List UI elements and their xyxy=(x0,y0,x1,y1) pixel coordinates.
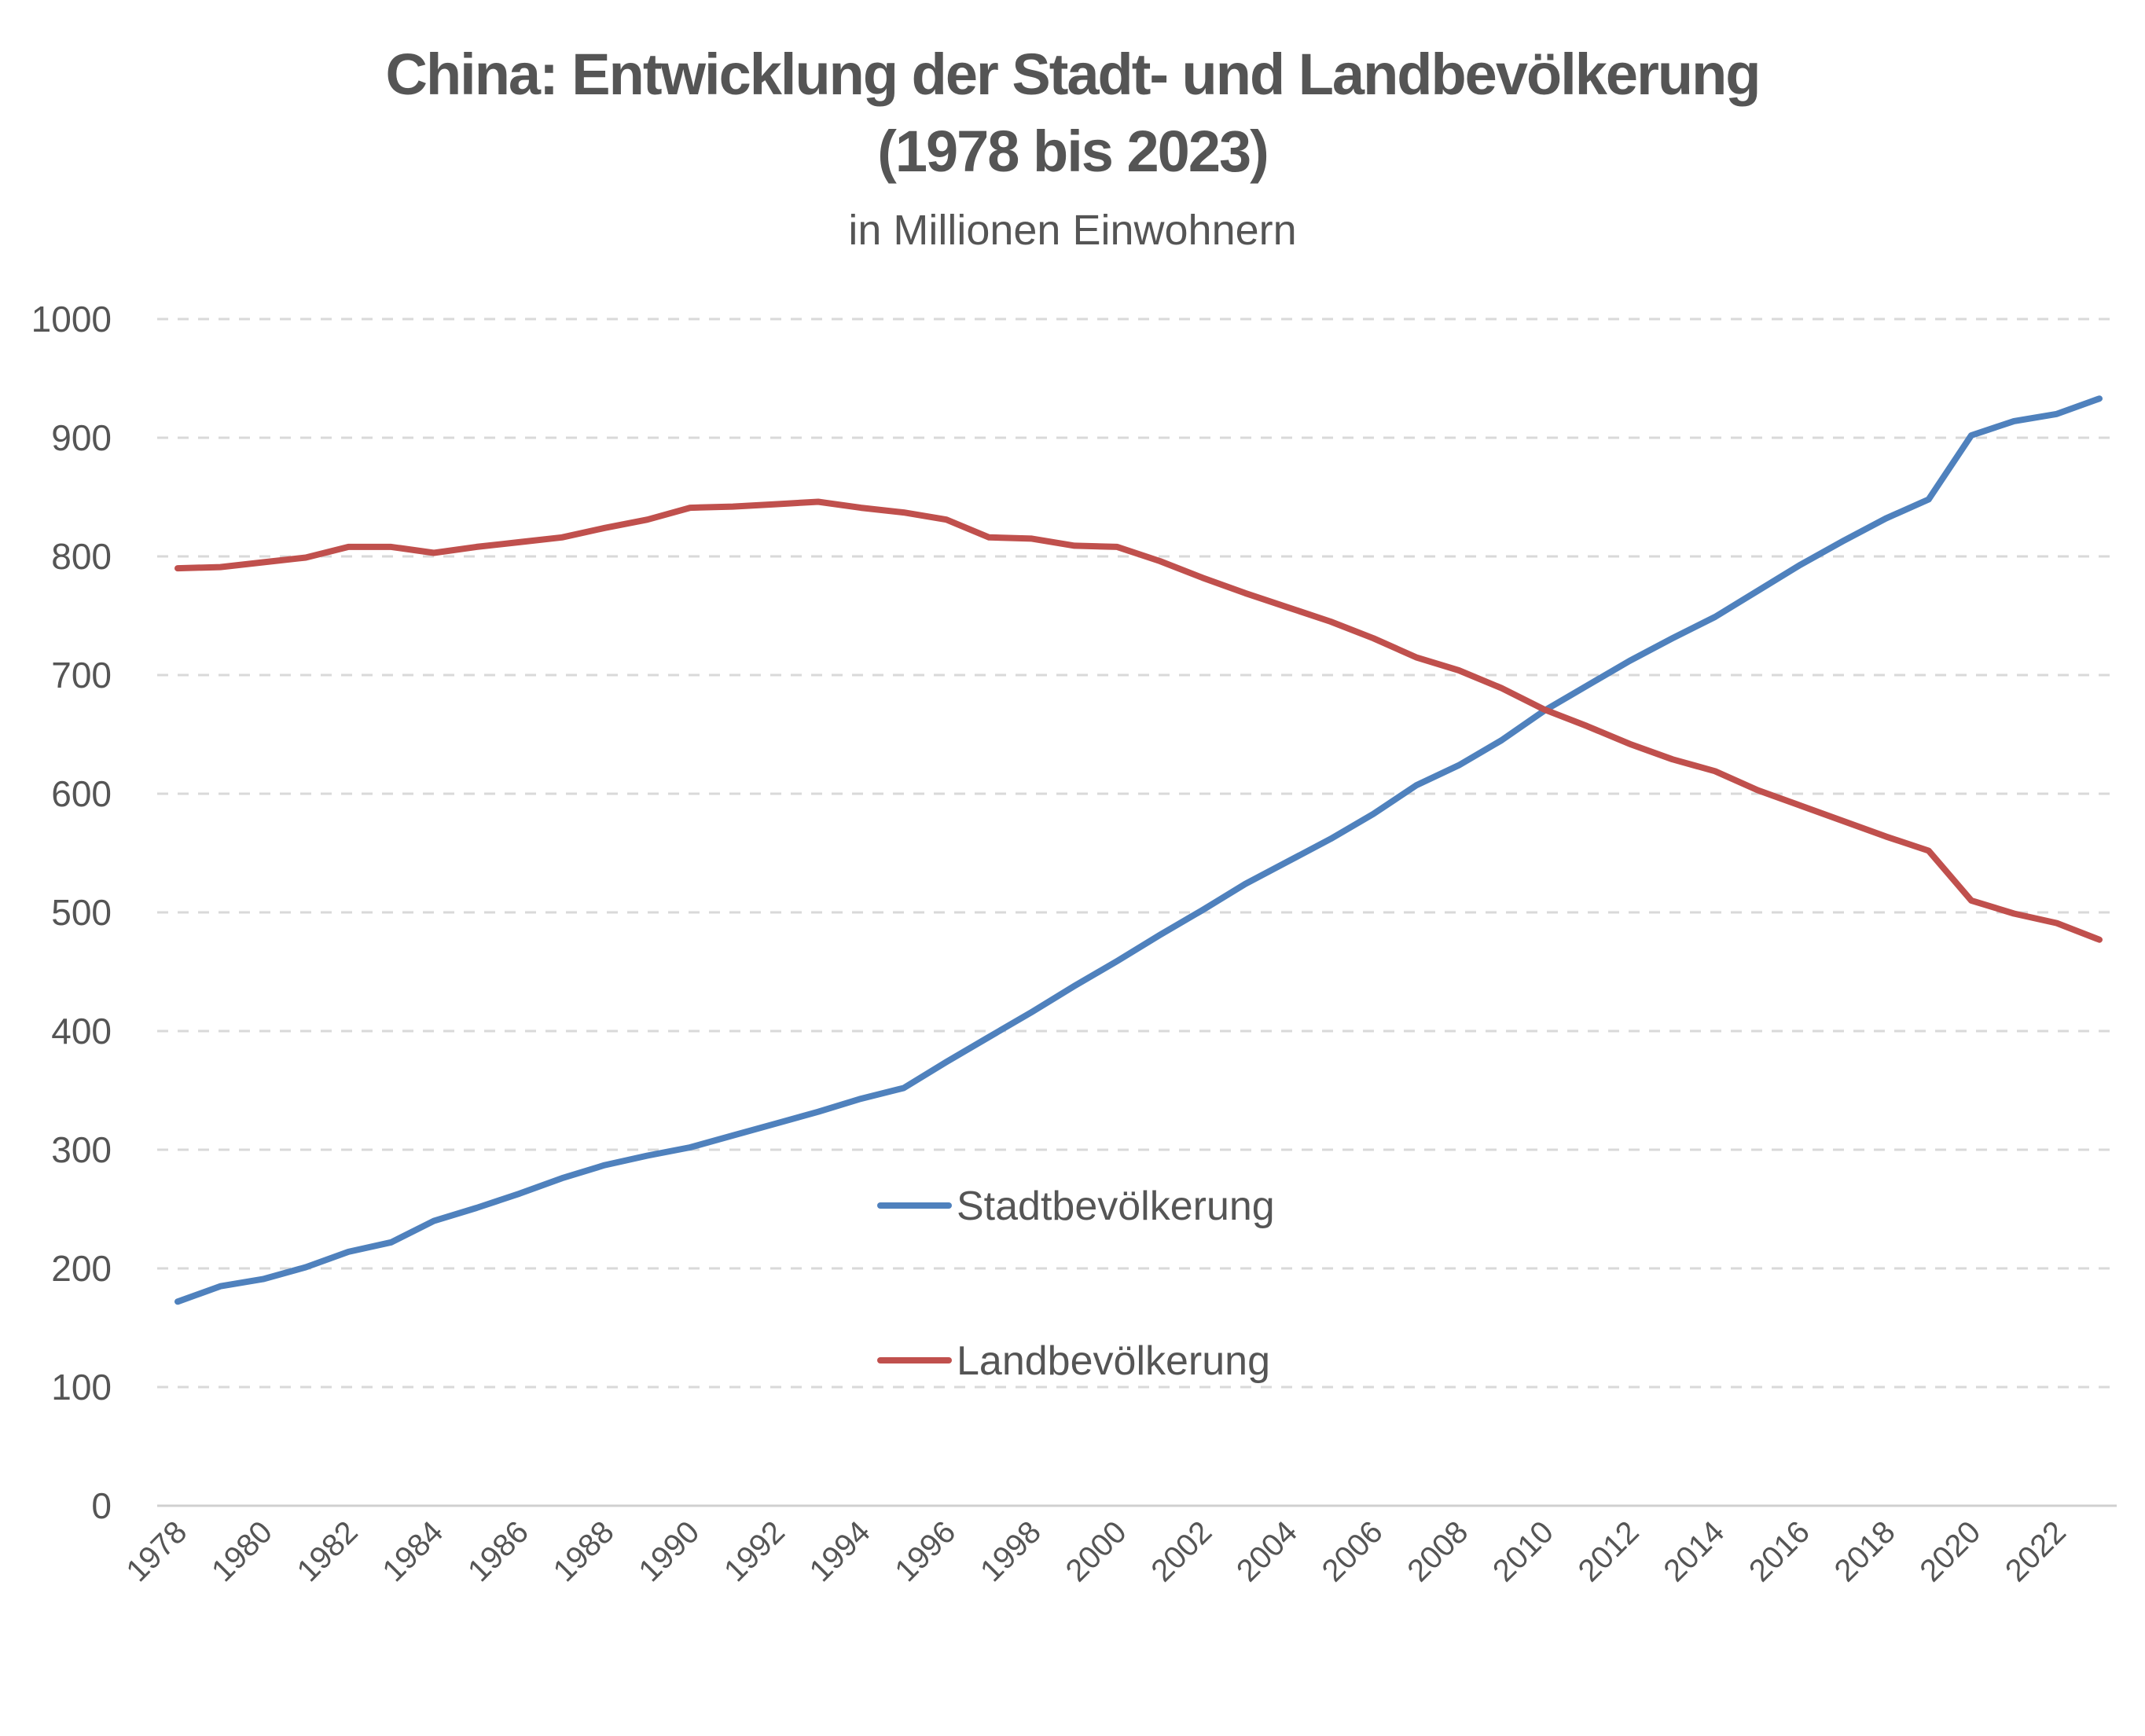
y-tick-label: 0 xyxy=(91,1485,112,1526)
x-tick-label: 2006 xyxy=(1316,1514,1390,1588)
chart-subtitle: in Millionen Einwohnern xyxy=(848,207,1297,254)
legend-label: Stadtbevölkerung xyxy=(957,1184,1275,1229)
legend-label: Landbevölkerung xyxy=(957,1338,1270,1384)
y-tick-label: 500 xyxy=(51,892,112,933)
chart-title-line-2: (1978 bis 2023) xyxy=(877,119,1269,184)
x-tick-label: 1998 xyxy=(974,1514,1048,1588)
x-tick-label: 2000 xyxy=(1060,1514,1133,1588)
y-tick-label: 200 xyxy=(51,1248,112,1289)
x-tick-label: 1982 xyxy=(291,1514,365,1588)
x-tick-label: 1978 xyxy=(119,1514,193,1588)
x-tick-label: 1992 xyxy=(718,1514,792,1588)
y-tick-label: 400 xyxy=(51,1011,112,1052)
x-tick-label: 2002 xyxy=(1144,1514,1218,1588)
y-tick-label: 700 xyxy=(51,655,112,696)
series-line-stadtbevoelkerung xyxy=(174,395,2103,1305)
x-tick-label: 1984 xyxy=(376,1514,450,1588)
x-tick-label: 1990 xyxy=(632,1514,706,1588)
x-tick-label: 2012 xyxy=(1572,1514,1646,1588)
x-tick-label: 2010 xyxy=(1486,1514,1560,1588)
y-tick-label: 100 xyxy=(51,1367,112,1408)
y-tick-label: 900 xyxy=(51,417,112,458)
x-tick-label: 1980 xyxy=(205,1514,279,1588)
x-tick-label: 2022 xyxy=(1999,1514,2073,1588)
x-tick-label: 2016 xyxy=(1743,1514,1816,1588)
chart-title-line-1: China: Entwicklung der Stadt- und Landbe… xyxy=(385,42,1761,107)
y-tick-label: 800 xyxy=(51,536,112,577)
x-tick-label: 1994 xyxy=(803,1514,877,1588)
y-tick-label: 300 xyxy=(51,1129,112,1170)
x-tick-label: 2018 xyxy=(1828,1514,1902,1588)
x-tick-label: 1986 xyxy=(461,1514,535,1588)
x-tick-label: 2008 xyxy=(1401,1514,1475,1588)
y-tick-label: 1000 xyxy=(31,299,112,339)
x-tick-label: 1996 xyxy=(888,1514,962,1588)
y-tick-label: 600 xyxy=(51,773,112,814)
x-tick-label: 2020 xyxy=(1913,1514,1987,1588)
x-tick-label: 1988 xyxy=(547,1514,621,1588)
x-tick-label: 2014 xyxy=(1657,1514,1731,1588)
x-tick-label: 2004 xyxy=(1230,1514,1304,1588)
series-line-landbevoelkerung xyxy=(174,498,2103,943)
